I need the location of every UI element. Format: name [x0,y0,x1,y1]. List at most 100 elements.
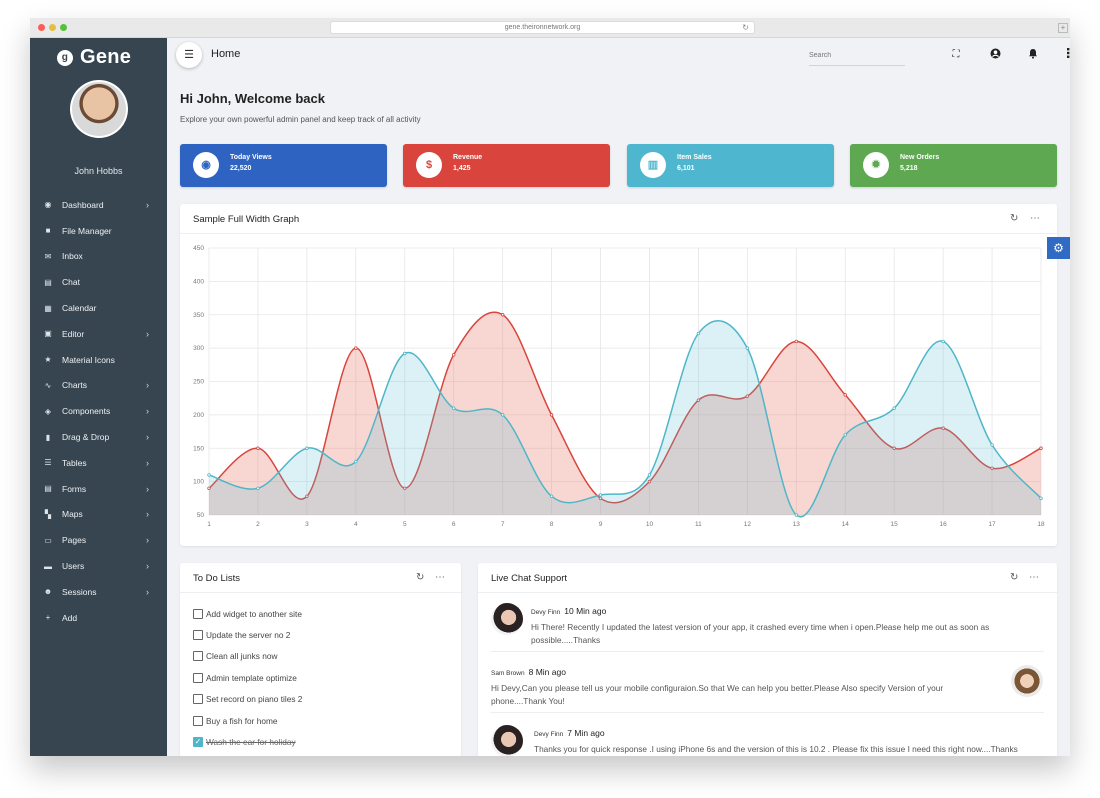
sidebar-item-inbox[interactable]: ✉ Inbox [30,244,167,270]
todo-checkbox[interactable] [193,608,203,619]
sidebar-menu: ◉ Dashboard › ■ File Manager ✉ Inbox ▤ Chat ▦ Cale… [30,192,167,631]
bell-icon[interactable] [1026,48,1040,62]
todo-item[interactable]: Clean all junks now [193,646,302,667]
refresh-icon[interactable]: ↻ [416,572,425,583]
chevron-right-icon: › [146,432,149,443]
sidebar-item-forms[interactable]: ▤ Forms › [30,476,167,502]
sidebar-item-sessions[interactable]: ☻ Sessions › [30,579,167,605]
sidebar-item-maps[interactable]: ▚ Maps › [30,502,167,528]
chevron-right-icon: › [146,535,149,546]
sidebar-item-label: Pages [62,535,87,546]
more-options-icon[interactable]: ⋯ [1029,572,1039,583]
todo-item[interactable]: Set record on piano tiles 2 [193,689,302,710]
graph-card: Sample Full Width Graph ↻ ⋯ 50 100 150 200 2… [180,204,1057,546]
gear-icon: ⚙ [1053,241,1064,255]
welcome-title: Hi John, Welcome back [180,91,325,106]
sidebar-item-pages[interactable]: ▭ Pages › [30,527,167,553]
todo-item[interactable]: Add widget to another site [193,603,302,624]
settings-gear-button[interactable]: ⚙ [1047,237,1070,259]
account-icon[interactable] [988,48,1002,62]
x-tick-label: 9 [599,521,603,528]
stat-card-item-sales[interactable]: ▥ Item Sales 6,101 [627,144,834,187]
sidebar-item-label: Components [62,406,111,417]
address-bar[interactable]: gene.theironnetwork.org ↻ [330,21,755,34]
series-1-point [207,486,211,490]
hamburger-menu-button[interactable]: ☰ [176,42,202,68]
sidebar-item-add[interactable]: + Add [30,605,167,631]
series-2-point [549,494,554,499]
todo-checkbox[interactable] [193,630,203,641]
layers-icon: ◈ [44,406,52,416]
todo-checkbox[interactable] [193,651,203,662]
sidebar-item-file-manager[interactable]: ■ File Manager [30,218,167,244]
sidebar-item-material-icons[interactable]: ★ Material Icons [30,347,167,373]
todo-item[interactable]: Admin template optimize [193,667,302,688]
sidebar-item-components[interactable]: ◈ Components › [30,398,167,424]
calendar-icon: ▦ [44,303,52,313]
browser-window: gene.theironnetwork.org ↻ + g Gene John H… [30,18,1070,756]
stat-label: Today Views [230,154,272,161]
chevron-right-icon: › [146,457,149,468]
maximize-window-button[interactable] [60,24,67,31]
todo-checkbox[interactable] [193,672,203,683]
user-name: John Hobbs [74,166,123,176]
todo-item[interactable]: ✓ Wash the ear for holiday [193,731,302,752]
more-options-icon[interactable]: ⋯ [1030,213,1040,224]
todo-item[interactable]: Update the server no 2 [193,624,302,645]
series-1-point [354,346,358,350]
todo-checkbox[interactable]: ✓ [193,737,203,748]
chat-text: Hi There! Recently I updated the latest … [531,622,990,645]
series-1-point [403,486,407,490]
reload-icon[interactable]: ↻ [742,23,749,32]
stat-card-today-views[interactable]: ◉ Today Views 22,520 [180,144,387,187]
sidebar-item-tables[interactable]: ☰ Tables › [30,450,167,476]
chat-time: 8 Min ago [528,667,566,677]
sidebar-item-users[interactable]: ▬ Users › [30,553,167,579]
avatar-photo [72,82,126,136]
todo-text: Add widget to another site [206,608,302,619]
apps-grid-icon[interactable] [1065,48,1070,62]
refresh-icon[interactable]: ↻ [1010,572,1019,583]
orders-icon: ✹ [863,152,889,178]
dashboard-icon: ◉ [44,200,52,210]
y-tick-label: 350 [193,312,204,319]
mouse-icon: ▮ [45,432,51,442]
user-avatar[interactable] [70,80,128,138]
todo-text: Clean all junks now [206,651,278,662]
x-tick-label: 4 [354,521,358,528]
todo-checkbox[interactable] [193,694,203,705]
stat-card-new-orders[interactable]: ✹ New Orders 5,218 [850,144,1057,187]
eye-icon: ◉ [193,152,219,178]
more-options-icon[interactable]: ⋯ [435,572,445,583]
series-1-point [990,466,994,470]
series-1-point [256,446,260,450]
series-2-point [305,446,309,450]
sidebar-item-label: Forms [62,483,87,494]
y-tick-label: 200 [193,412,204,419]
stat-card-revenue[interactable]: $ Revenue 1,425 [403,144,610,187]
fullscreen-icon[interactable]: ⛶ [952,49,960,60]
pages-icon: ▭ [44,535,52,545]
brand-logo[interactable]: g Gene [57,46,131,69]
sidebar-item-dashboard[interactable]: ◉ Dashboard › [30,192,167,218]
sidebar-item-editor[interactable]: ▣ Editor › [30,321,167,347]
sidebar-item-label: Maps [62,509,83,520]
chevron-right-icon: › [146,561,149,572]
sidebar-item-drag-drop[interactable]: ▮ Drag & Drop › [30,424,167,450]
todo-checkbox[interactable] [193,715,203,726]
sidebar-item-chat[interactable]: ▤ Chat [30,269,167,295]
new-tab-button[interactable]: + [1058,23,1068,33]
sidebar-item-calendar[interactable]: ▦ Calendar [30,295,167,321]
series-1-point [452,353,456,357]
todo-item[interactable]: Buy a fish for home [193,710,302,731]
chart-line-icon: ∿ [44,380,52,390]
search-input[interactable] [809,46,905,66]
chevron-right-icon: › [146,483,149,494]
sidebar-item-charts[interactable]: ∿ Charts › [30,373,167,399]
graph-title: Sample Full Width Graph [193,214,300,225]
series-1-point [549,413,554,417]
close-window-button[interactable] [38,24,45,31]
minimize-window-button[interactable] [49,24,56,31]
refresh-icon[interactable]: ↻ [1010,213,1019,224]
y-tick-label: 250 [193,379,204,386]
